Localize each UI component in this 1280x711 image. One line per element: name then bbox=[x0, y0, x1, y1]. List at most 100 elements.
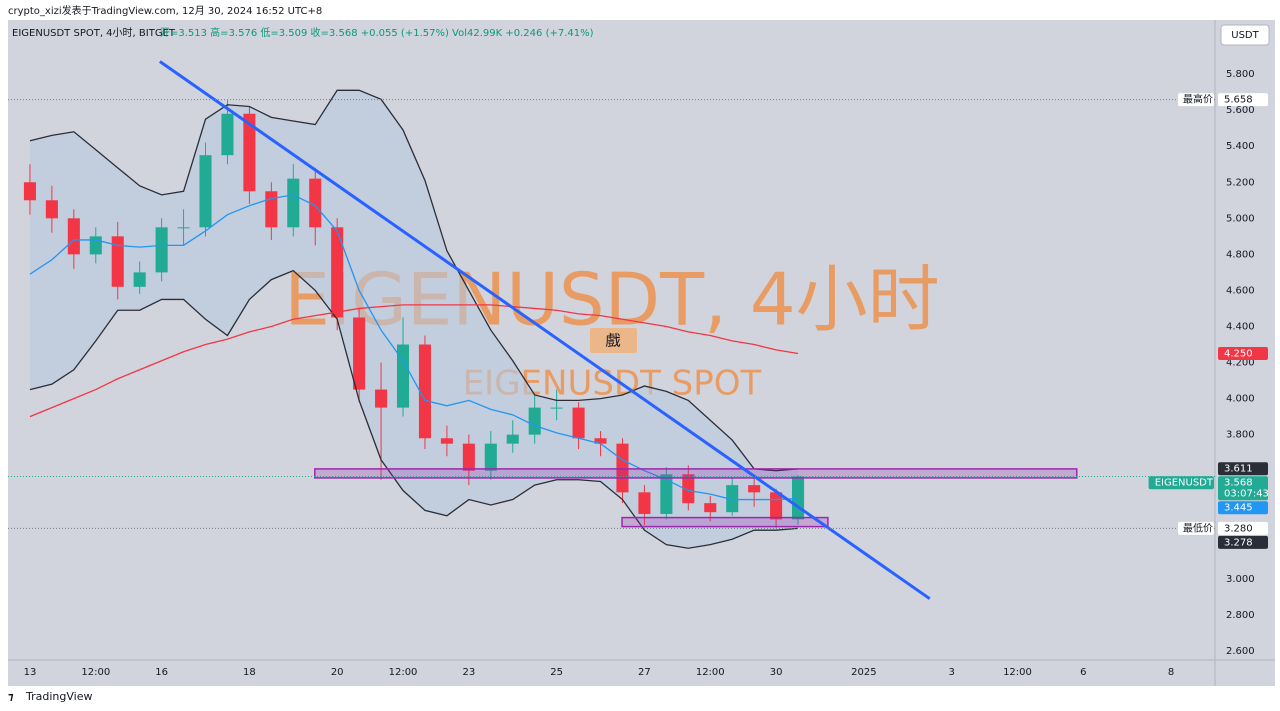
x-tick-label: 12:00 bbox=[81, 667, 110, 678]
y-tick-label: 5.200 bbox=[1226, 177, 1255, 188]
candle-body bbox=[528, 407, 541, 435]
candle-body bbox=[418, 344, 431, 439]
x-tick-label: 8 bbox=[1168, 667, 1174, 678]
candle-body bbox=[682, 474, 695, 504]
currency-button[interactable] bbox=[1220, 24, 1270, 46]
candle-body bbox=[89, 236, 102, 255]
candle-body bbox=[792, 476, 805, 520]
price-name: 最高价 bbox=[1183, 93, 1213, 106]
y-tick-label: 5.400 bbox=[1226, 141, 1255, 152]
marker-box bbox=[590, 328, 637, 353]
y-tick-label: 4.600 bbox=[1226, 285, 1255, 296]
candle-body bbox=[23, 182, 36, 201]
y-tick-label: 4.400 bbox=[1226, 321, 1255, 332]
x-tick-label: 27 bbox=[638, 667, 651, 678]
countdown: 03:07:43 bbox=[1224, 489, 1269, 500]
candle-body bbox=[660, 474, 673, 514]
x-tick-label: 30 bbox=[770, 667, 783, 678]
range-box bbox=[621, 516, 829, 528]
y-tick-label: 2.800 bbox=[1226, 610, 1255, 621]
price-name-box bbox=[1178, 521, 1214, 535]
candle-body bbox=[265, 191, 278, 228]
chart-pane bbox=[8, 20, 1275, 686]
x-tick-label: 2025 bbox=[851, 667, 876, 678]
candle-body bbox=[440, 438, 453, 444]
candle-body bbox=[155, 227, 168, 273]
symbol-title: EIGENUSDT SPOT, 4小时, BITGET bbox=[12, 27, 176, 39]
candle-body bbox=[594, 438, 607, 444]
candle-body bbox=[748, 485, 761, 493]
price-label: 3.278 bbox=[1224, 537, 1253, 548]
candle-body bbox=[770, 492, 783, 520]
band-fill bbox=[29, 90, 799, 549]
candle-body bbox=[353, 317, 366, 390]
x-tick-label: 23 bbox=[462, 667, 475, 678]
candle-body bbox=[572, 407, 585, 439]
candle-body bbox=[45, 200, 58, 219]
candle-body bbox=[550, 407, 563, 409]
y-tick-label: 4.200 bbox=[1226, 358, 1255, 369]
candle-body bbox=[726, 485, 739, 513]
y-tick-label: 4.800 bbox=[1226, 249, 1255, 260]
candle-body bbox=[243, 113, 256, 192]
x-tick-label: 12:00 bbox=[696, 667, 725, 678]
marker-label: 戲 bbox=[605, 332, 620, 350]
price-label-box bbox=[1218, 521, 1268, 535]
footer-logo: ⁊ bbox=[8, 690, 14, 703]
price-label: 3.445 bbox=[1224, 503, 1253, 514]
price-label-box bbox=[1218, 501, 1268, 515]
price-label-box bbox=[1218, 535, 1268, 549]
candle-body bbox=[396, 344, 410, 408]
candle-body bbox=[375, 389, 388, 408]
candle-body bbox=[111, 236, 124, 287]
y-tick-label: 5.800 bbox=[1226, 69, 1255, 80]
y-tick-label: 3.800 bbox=[1226, 430, 1255, 441]
x-tick-label: 25 bbox=[550, 667, 563, 678]
candle-body bbox=[221, 113, 234, 156]
x-tick-label: 13 bbox=[24, 667, 37, 678]
candle-body bbox=[331, 227, 344, 318]
price-label: 3.280 bbox=[1224, 523, 1253, 534]
y-tick-label: 5.000 bbox=[1226, 213, 1255, 224]
indicator-line bbox=[29, 194, 799, 501]
candle-body bbox=[462, 443, 475, 471]
price-label-box bbox=[1218, 476, 1268, 501]
candle-body bbox=[133, 272, 146, 287]
candle-body bbox=[67, 218, 80, 255]
price-label: 4.250 bbox=[1224, 349, 1253, 360]
x-tick-label: 20 bbox=[331, 667, 344, 678]
trend-line bbox=[159, 60, 931, 600]
price-name-box bbox=[1148, 476, 1214, 490]
x-tick-label: 12:00 bbox=[1003, 667, 1032, 678]
price-label-box bbox=[1218, 93, 1268, 107]
candle-body bbox=[638, 492, 651, 514]
x-tick-label: 3 bbox=[948, 667, 954, 678]
candle-body bbox=[199, 155, 212, 228]
y-tick-label: 2.600 bbox=[1226, 646, 1255, 657]
y-tick-label: 4.000 bbox=[1226, 394, 1255, 405]
ohlc-legend: 开=3.513 高=3.576 低=3.509 收=3.568 +0.055 (… bbox=[160, 26, 594, 39]
candle-body bbox=[704, 503, 717, 513]
x-tick-label: 12:00 bbox=[389, 667, 418, 678]
x-tick-label: 16 bbox=[155, 667, 168, 678]
price-label: 3.568 bbox=[1224, 478, 1253, 489]
price-name: 最低价 bbox=[1183, 521, 1213, 534]
candle-body bbox=[484, 443, 497, 471]
price-name: EIGENUSDT bbox=[1155, 478, 1214, 489]
range-box bbox=[314, 468, 1078, 479]
currency-label[interactable]: USDT bbox=[1231, 30, 1259, 41]
price-label: 3.611 bbox=[1224, 464, 1253, 475]
price-label-box bbox=[1218, 462, 1268, 476]
candle-body bbox=[309, 178, 322, 228]
price-label: 5.658 bbox=[1224, 95, 1253, 106]
candle-body bbox=[177, 227, 190, 229]
candle-body bbox=[287, 178, 300, 228]
caption: crypto_xizi发表于TradingView.com, 12月 30, 2… bbox=[8, 4, 322, 17]
x-tick-label: 18 bbox=[243, 667, 256, 678]
y-tick-label: 3.000 bbox=[1226, 574, 1255, 585]
footer-brand: TradingView bbox=[25, 690, 92, 703]
